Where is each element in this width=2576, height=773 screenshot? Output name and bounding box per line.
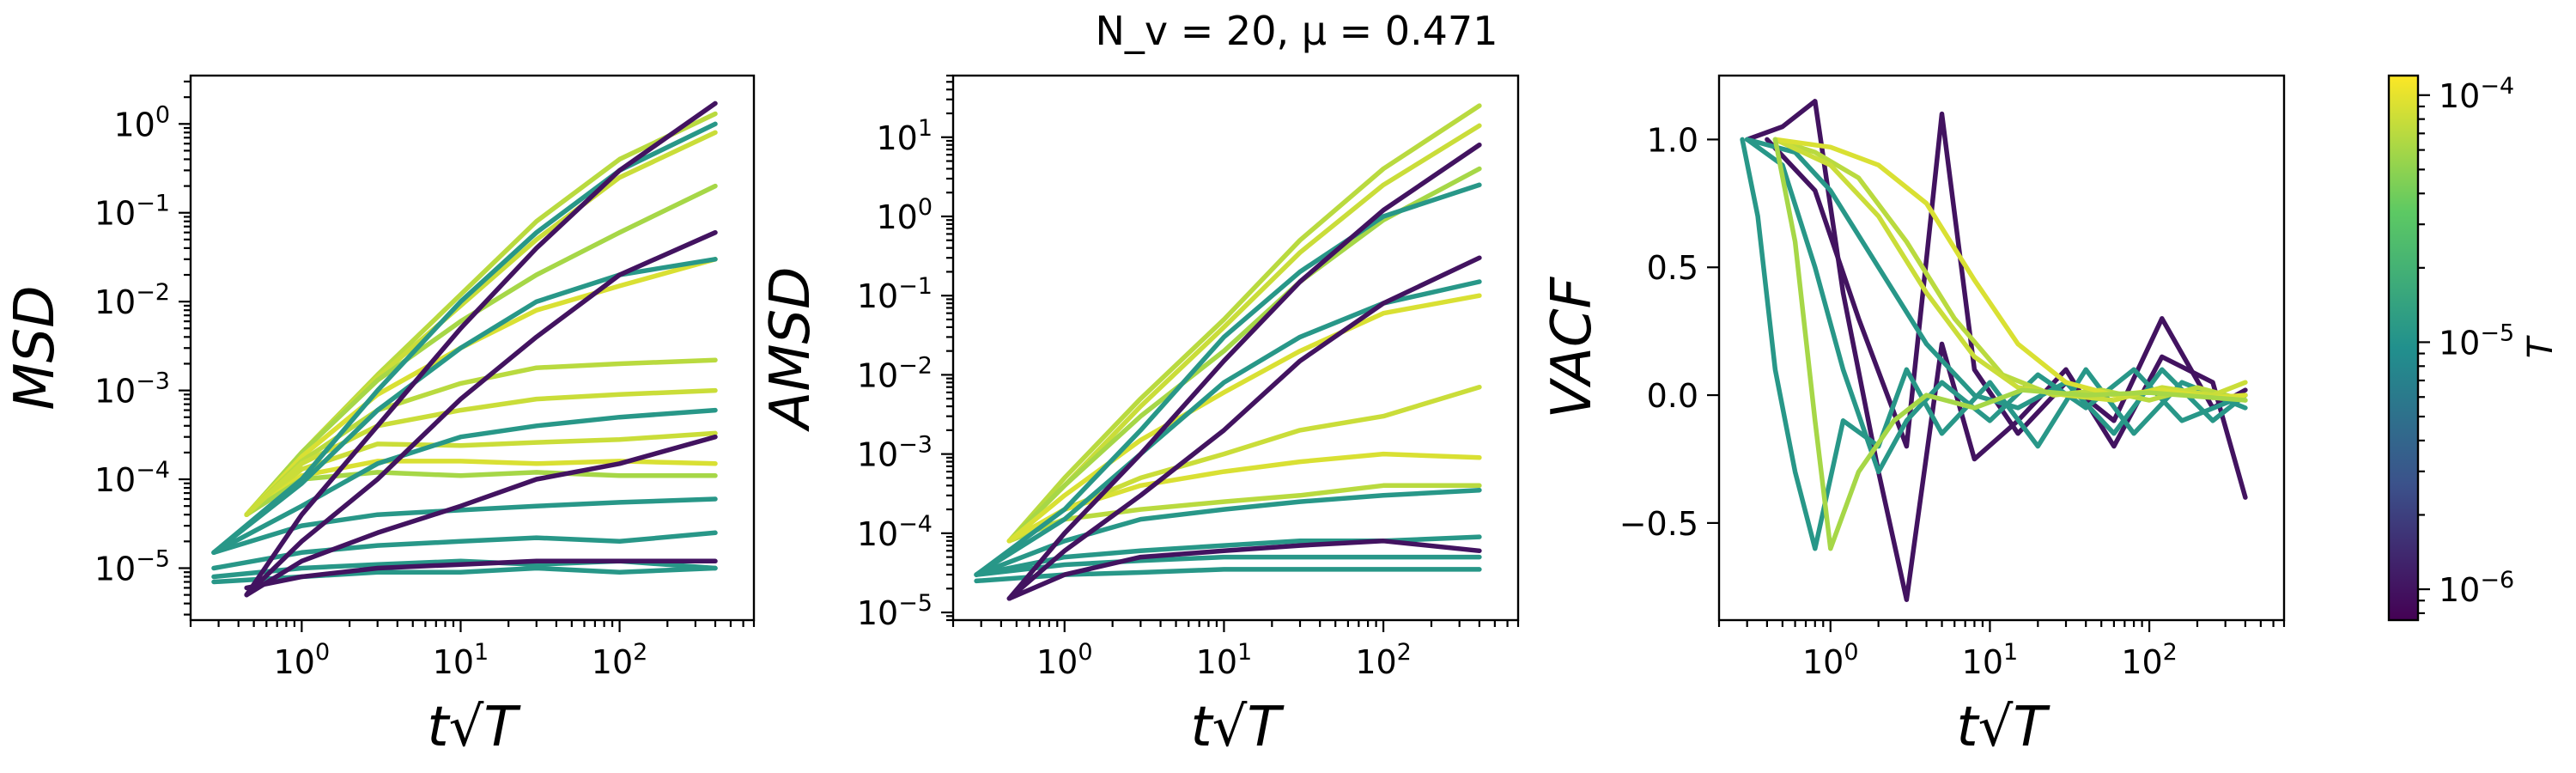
- amsd-series-line-11: [974, 554, 1482, 577]
- amsd-y-tick-label: 10−1: [857, 273, 933, 315]
- msd-y-tick-label: 10−1: [94, 191, 170, 233]
- chart-amsd: 100 101 102 10−5 10−4 10−3 10−2 10−1 100 101 t√T AM…: [759, 74, 1520, 759]
- amsd-x-tick-label: 100: [1036, 639, 1093, 681]
- colorbar-gradient: [2389, 76, 2418, 620]
- msd-series-line-2: [244, 183, 718, 517]
- vacf-x-tick-label: 102: [2121, 639, 2178, 681]
- msd-series-line-13: [211, 530, 718, 571]
- amsd-series-group: [974, 103, 1482, 601]
- msd-series-line-8: [244, 387, 718, 517]
- msd-y-tick-label: 10−2: [94, 279, 170, 321]
- vacf-plot-frame: [1717, 74, 2286, 622]
- amsd-y-axis-label: AMSD: [759, 267, 823, 433]
- msd-series-line-9: [211, 121, 718, 556]
- colorbar-tick-label: 10−5: [2439, 320, 2514, 362]
- vacf-y-tick-label: 1.0: [1647, 121, 1698, 159]
- figure-title: N_v = 20, μ = 0.471: [1096, 8, 1498, 54]
- msd-y-tick-label: 10−5: [94, 545, 170, 587]
- amsd-series-line-3: [1006, 293, 1482, 544]
- amsd-series-line-14: [1006, 255, 1482, 601]
- msd-series-line-17: [244, 229, 718, 598]
- amsd-y-tick-label: 100: [876, 194, 933, 236]
- vacf-series-line-6: [1772, 137, 2248, 403]
- colorbar-tick-label: 10−4: [2439, 73, 2514, 115]
- amsd-series-line-2: [1006, 166, 1482, 544]
- msd-series-group: [211, 100, 718, 598]
- amsd-y-tick-label: 10−4: [857, 511, 933, 553]
- amsd-series-line-0: [1006, 103, 1482, 544]
- msd-x-tick-label: 102: [592, 639, 648, 681]
- msd-series-line-16: [244, 100, 718, 598]
- amsd-y-tick-label: 10−2: [857, 352, 933, 394]
- amsd-series-line-7: [974, 182, 1482, 577]
- msd-x-axis-label: t√T: [428, 696, 522, 759]
- msd-series-line-12: [211, 496, 718, 556]
- vacf-series-line-3: [1744, 137, 2248, 475]
- msd-x-tick-label: 101: [433, 639, 489, 681]
- amsd-series-line-13: [1006, 142, 1482, 601]
- msd-y-tick-label: 100: [113, 101, 170, 143]
- msd-y-axis-label: MSD: [3, 285, 67, 410]
- msd-x-tick-label: 100: [274, 639, 331, 681]
- amsd-y-tick-label: 101: [876, 115, 933, 157]
- chart-msd: 100 101 102 10−5 10−4 10−3 10−2 10−1 100 t√T MSD: [3, 74, 756, 759]
- msd-series-line-18: [244, 434, 718, 598]
- vacf-x-tick-label: 100: [1802, 639, 1859, 681]
- vacf-y-axis-label: VACF: [1540, 276, 1604, 418]
- amsd-series-line-9: [974, 487, 1482, 577]
- msd-series-line-5: [244, 430, 718, 517]
- msd-y-tick-label: 10−4: [94, 457, 170, 499]
- msd-series-line-11: [211, 407, 718, 556]
- vacf-series-group: [1740, 99, 2248, 602]
- colorbar-tick-label: 10−6: [2439, 567, 2514, 609]
- amsd-x-axis-label: t√T: [1191, 696, 1285, 759]
- vacf-y-tick-label: −0.5: [1619, 505, 1698, 543]
- vacf-series-line-7: [1772, 137, 2248, 400]
- vacf-x-tick-label: 101: [1962, 639, 2019, 681]
- amsd-y-tick-label: 10−3: [857, 432, 933, 474]
- amsd-y-tick-label: 10−5: [857, 590, 933, 632]
- amsd-x-tick-label: 102: [1355, 639, 1412, 681]
- msd-y-tick-label: 10−3: [94, 368, 170, 411]
- colorbar-label: T: [2521, 334, 2561, 358]
- vacf-y-tick-label: 0.0: [1647, 377, 1698, 415]
- chart-vacf: 100 101 102 −0.5 0.0 0.5 1.0 t√T VACF: [1540, 74, 2286, 759]
- colorbar: 10−6 10−5 10−4 T: [2387, 73, 2561, 622]
- msd-series-line-19: [244, 558, 718, 591]
- vacf-series-line-8: [1772, 137, 2248, 551]
- colorbar-frame: [2387, 74, 2420, 622]
- amsd-series-line-15: [1006, 539, 1482, 601]
- vacf-x-axis-label: t√T: [1957, 696, 2051, 759]
- vacf-series-line-2: [1740, 137, 2248, 551]
- vacf-y-tick-label: 0.5: [1647, 249, 1698, 287]
- amsd-x-tick-label: 101: [1196, 639, 1253, 681]
- amsd-plot-frame: [951, 74, 1520, 622]
